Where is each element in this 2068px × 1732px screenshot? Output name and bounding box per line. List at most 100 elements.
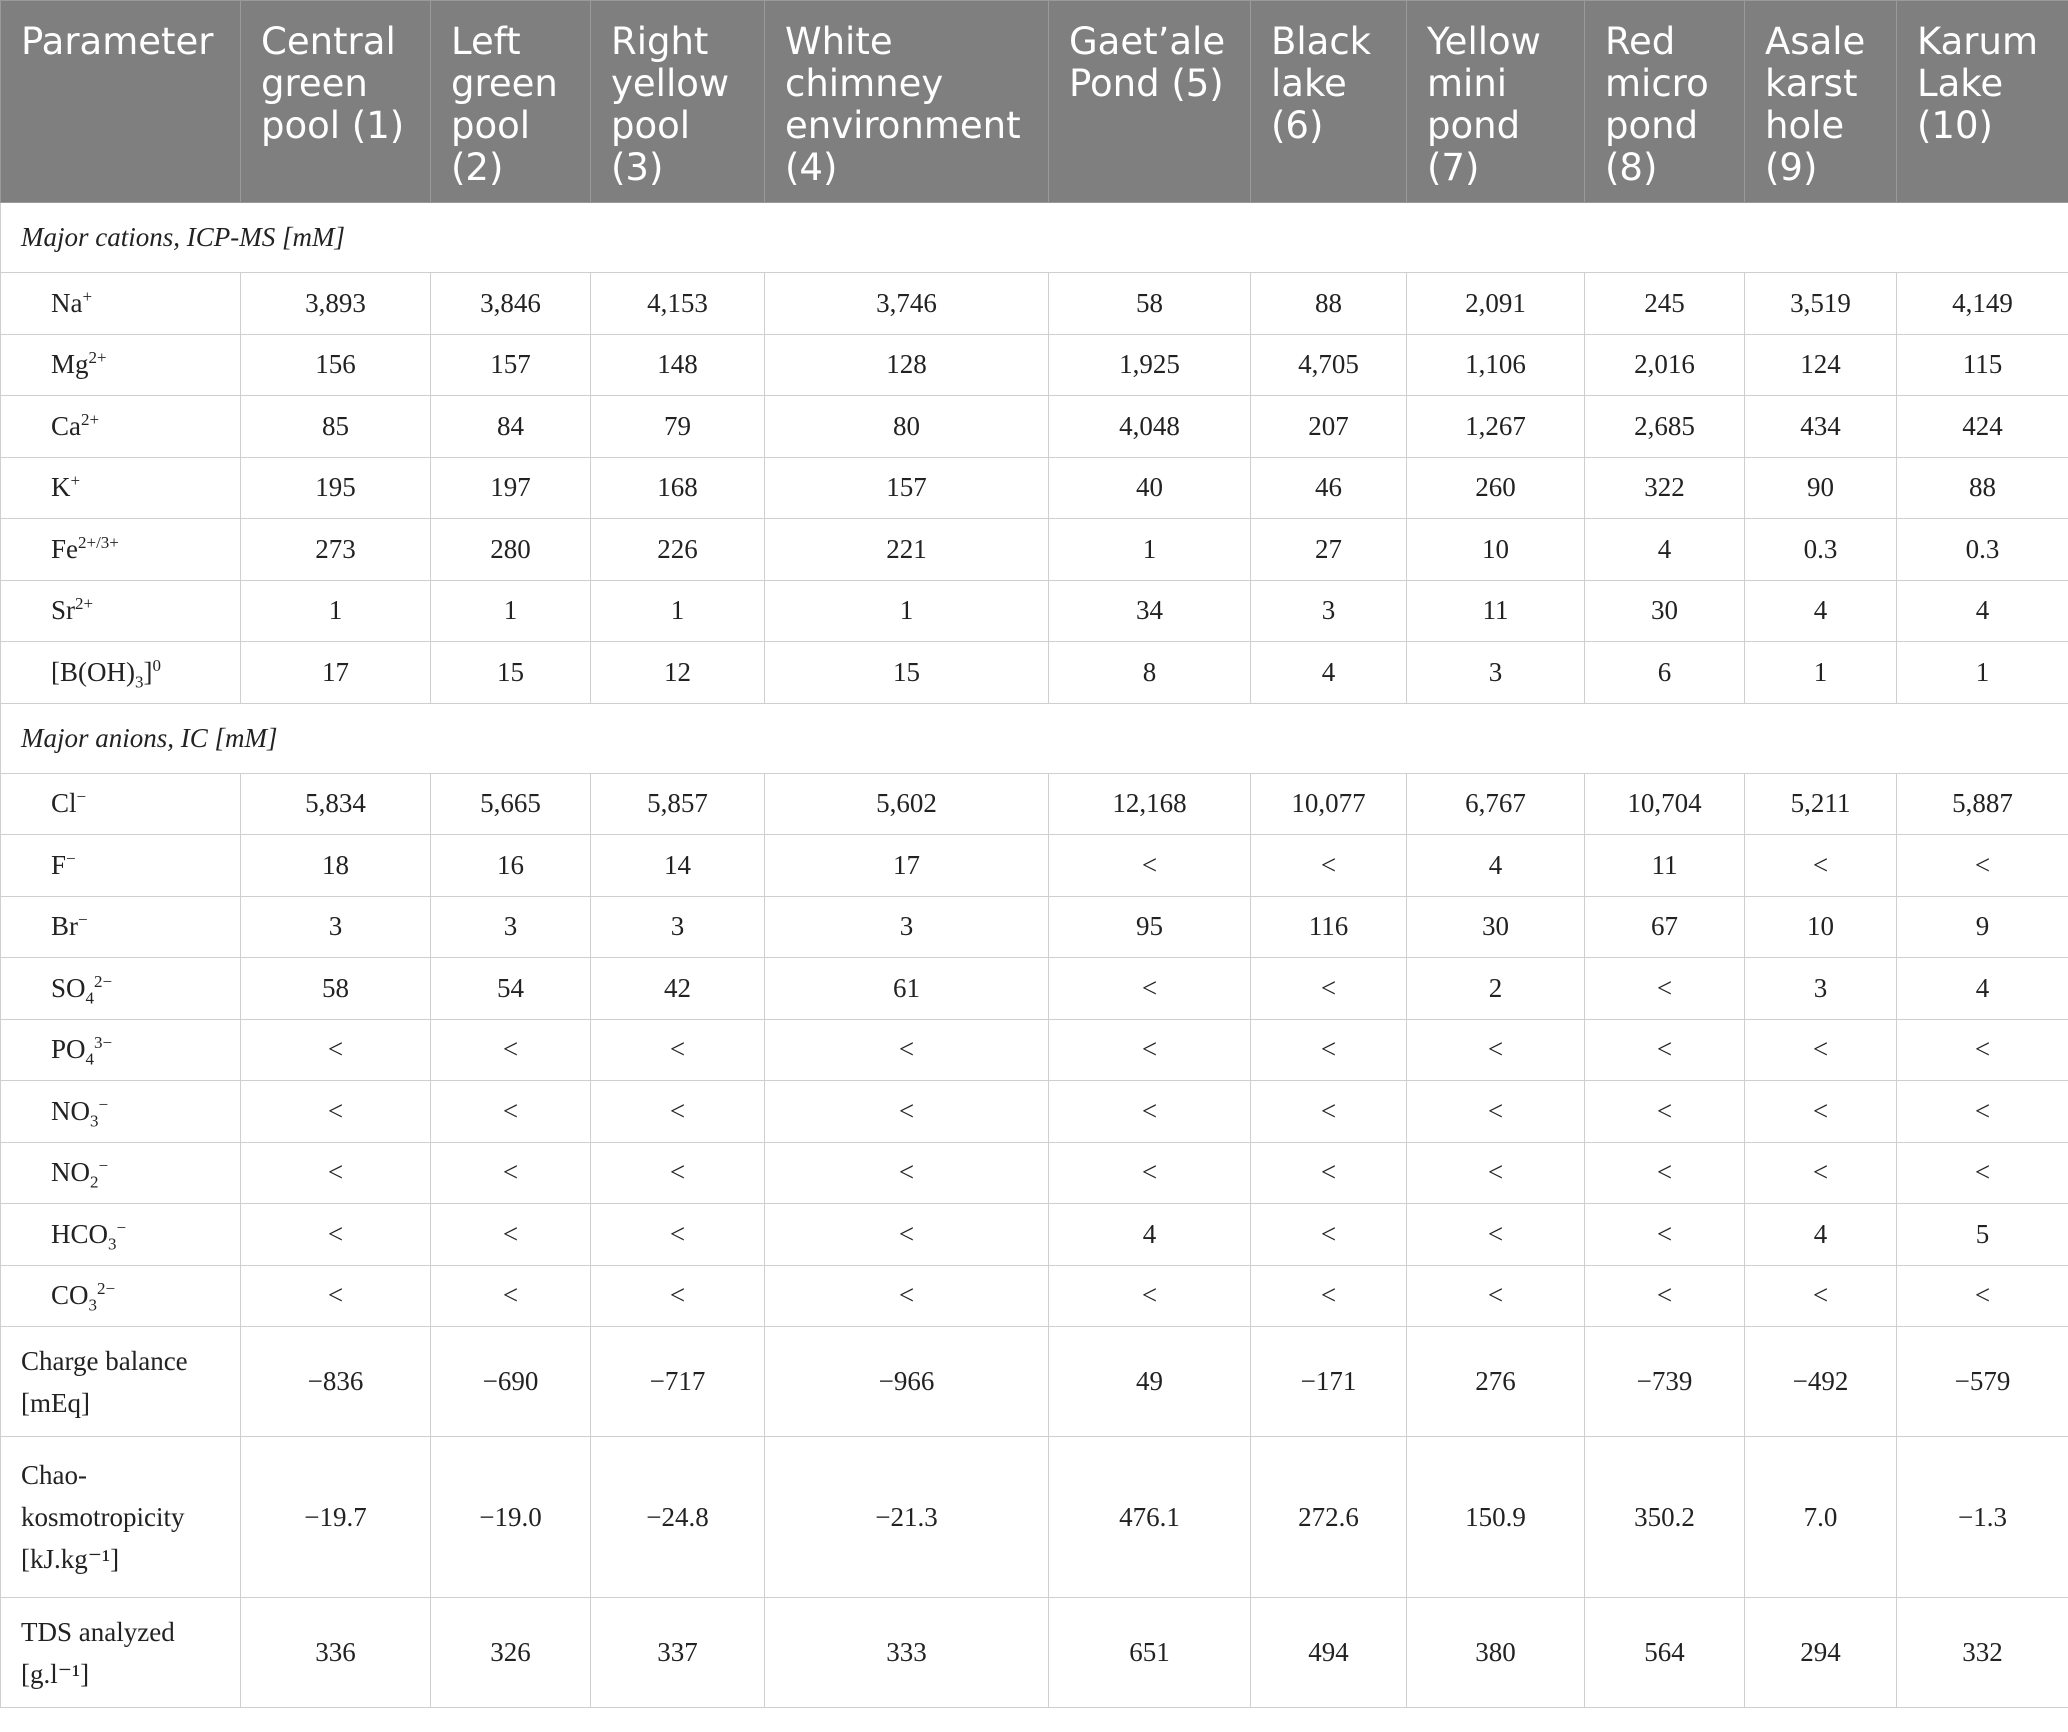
parameter-superscript: 2+: [75, 594, 94, 614]
value-cell: 336: [240, 1597, 431, 1708]
parameter-symbol: K: [51, 472, 71, 503]
value-cell: 3: [590, 895, 765, 958]
table-body: Major cations, ICP-MS [mM] Na+ 3,893 3,846…: [0, 202, 2068, 1708]
value-cell: 1: [240, 579, 431, 642]
value-cell: 273: [240, 518, 431, 581]
parameter-label: Na+: [0, 272, 241, 335]
value-cell: 46: [1250, 456, 1407, 519]
value-cell: <: [1250, 834, 1407, 897]
parameter-symbol: Cl: [51, 788, 77, 819]
parameter-symbol: SO: [51, 972, 86, 1003]
table-row: NO3− < < < < < < < < < <: [0, 1080, 2068, 1143]
parameter-superscript: 3−: [94, 1033, 113, 1053]
value-cell: <: [1048, 1080, 1251, 1143]
value-cell: 5,857: [590, 772, 765, 835]
parameter-label-line: Charge balance: [21, 1345, 188, 1376]
table-row: Ca2+ 85 84 79 80 4,048 207 1,267 2,685 434 424: [0, 395, 2068, 458]
parameter-symbol: F: [51, 849, 67, 880]
value-cell: <: [1744, 1264, 1897, 1327]
parameter-label-line: [g.l⁻¹]: [21, 1658, 90, 1689]
value-cell: 6,767: [1406, 772, 1585, 835]
value-cell: <: [1744, 1080, 1897, 1143]
value-cell: 1: [1896, 641, 2068, 704]
value-cell: 4: [1744, 1203, 1897, 1266]
section-row-anions: Major anions, IC [mM]: [0, 702, 2068, 774]
parameter-superscript: −: [98, 1156, 109, 1176]
value-cell: 27: [1250, 518, 1407, 581]
parameter-subscript: 4: [85, 988, 95, 1008]
column-header-site-9: Asale karst hole (9): [1744, 0, 1897, 203]
value-cell: 11: [1584, 834, 1745, 897]
value-cell: <: [430, 1018, 591, 1081]
value-cell: <: [1744, 834, 1897, 897]
value-cell: 3: [1406, 641, 1585, 704]
value-cell: <: [590, 1264, 765, 1327]
value-cell: 195: [240, 456, 431, 519]
value-cell: 156: [240, 333, 431, 396]
parameter-label: Sr2+: [0, 579, 241, 642]
table-row: Fe2+/3+ 273 280 226 221 1 27 10 4 0.3 0.3: [0, 518, 2068, 581]
value-cell: 4,048: [1048, 395, 1251, 458]
parameter-symbol: NO: [51, 1095, 90, 1126]
value-cell: 3: [1744, 957, 1897, 1020]
value-cell: 322: [1584, 456, 1745, 519]
value-cell: 5: [1896, 1203, 2068, 1266]
table-row: Br− 3 3 3 3 95 116 30 67 10 9: [0, 895, 2068, 958]
parameter-label-line: TDS analyzed: [21, 1616, 175, 1647]
value-cell: 10: [1744, 895, 1897, 958]
value-cell: 4: [1896, 579, 2068, 642]
value-cell: 58: [240, 957, 431, 1020]
value-cell: 2: [1406, 957, 1585, 1020]
table-row: PO43− < < < < < < < < < <: [0, 1018, 2068, 1081]
parameter-superscript: 2−: [94, 971, 113, 991]
table-row: [B(OH)3]0 17 15 12 15 8 4 3 6 1 1: [0, 641, 2068, 704]
value-cell: −836: [240, 1326, 431, 1437]
value-cell: 84: [430, 395, 591, 458]
parameter-symbol: Na: [51, 287, 83, 318]
value-cell: 4,153: [590, 272, 765, 335]
column-header-parameter: Parameter: [0, 0, 241, 203]
value-cell: −24.8: [590, 1436, 765, 1598]
parameter-superscript: −: [76, 787, 87, 807]
value-cell: 10,704: [1584, 772, 1745, 835]
column-header-site-8: Red micro pond (8): [1584, 0, 1745, 203]
value-cell: 10,077: [1250, 772, 1407, 835]
parameter-superscript: 2+: [88, 348, 107, 368]
parameter-label-line: [kJ.kg⁻¹]: [21, 1544, 120, 1574]
parameter-superscript: +: [70, 471, 81, 491]
value-cell: <: [1250, 1264, 1407, 1327]
parameter-label: Br−: [0, 895, 241, 958]
value-cell: 5,887: [1896, 772, 2068, 835]
value-cell: 4,705: [1250, 333, 1407, 396]
column-header-site-2: Left green pool (2): [430, 0, 591, 203]
value-cell: 3,846: [430, 272, 591, 335]
value-cell: 30: [1406, 895, 1585, 958]
value-cell: <: [1048, 1018, 1251, 1081]
value-cell: −19.0: [430, 1436, 591, 1598]
value-cell: 1,106: [1406, 333, 1585, 396]
value-cell: 221: [764, 518, 1049, 581]
value-cell: 34: [1048, 579, 1251, 642]
parameter-label: F−: [0, 834, 241, 897]
table-row: TDS analyzed [g.l⁻¹] 336 326 337 333 651 494 380…: [0, 1597, 2068, 1708]
header-row: Parameter Central green pool (1) Left gree…: [0, 0, 2068, 203]
value-cell: 88: [1896, 456, 2068, 519]
parameter-label-line: Chao-: [21, 1460, 87, 1490]
value-cell: <: [1896, 1018, 2068, 1081]
value-cell: 61: [764, 957, 1049, 1020]
value-cell: −171: [1250, 1326, 1407, 1437]
table-row: K+ 195 197 168 157 40 46 260 322 90 88: [0, 456, 2068, 519]
value-cell: 18: [240, 834, 431, 897]
value-cell: <: [430, 1141, 591, 1204]
value-cell: 8: [1048, 641, 1251, 704]
value-cell: 85: [240, 395, 431, 458]
value-cell: 2,091: [1406, 272, 1585, 335]
value-cell: −19.7: [240, 1436, 431, 1598]
parameter-label: K+: [0, 456, 241, 519]
value-cell: <: [1250, 1141, 1407, 1204]
parameter-symbol: CO: [51, 1280, 89, 1311]
value-cell: 3,746: [764, 272, 1049, 335]
value-cell: <: [240, 1203, 431, 1266]
value-cell: 0.3: [1896, 518, 2068, 581]
